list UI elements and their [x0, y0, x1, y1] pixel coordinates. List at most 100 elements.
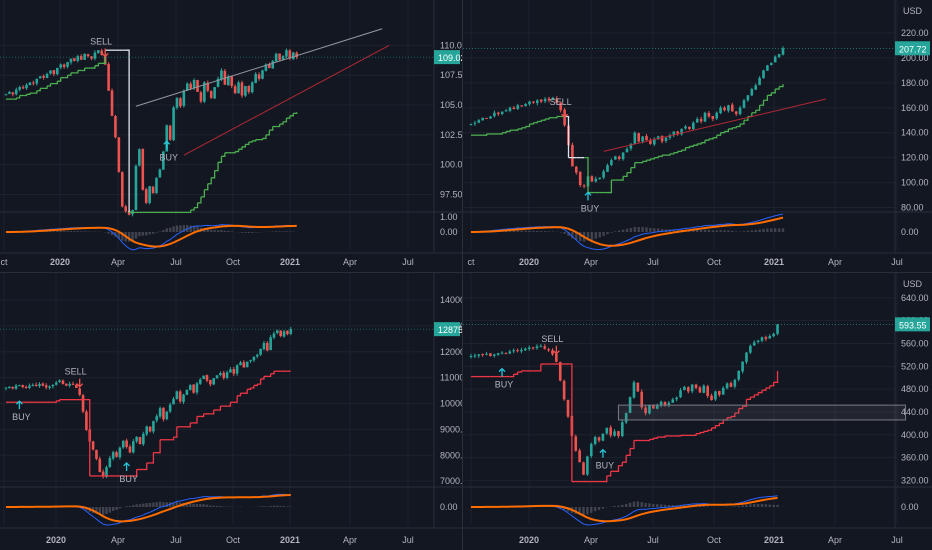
- candle-body: [671, 399, 675, 403]
- candle-body: [90, 56, 93, 59]
- stop-line-segment: [676, 435, 682, 437]
- candle-body: [481, 117, 484, 121]
- candle-body: [28, 385, 31, 388]
- histogram-bar: [640, 502, 643, 507]
- candle-body: [49, 70, 52, 74]
- stop-line-segment: [173, 426, 178, 438]
- chart-panel-top-right[interactable]: SELL BUY USD 220.00 200.00 180.00 160.00 140.00…: [463, 0, 932, 272]
- histogram-bar: [625, 503, 628, 507]
- time-tick-label: Apr: [111, 257, 125, 267]
- chart-svg[interactable]: BUYSELLBUY14000.0013000.0012000.0011000.…: [0, 273, 462, 550]
- stop-line-segment: [218, 156, 223, 163]
- candle-body: [31, 384, 35, 386]
- stop-line-segment: [143, 463, 148, 471]
- price-tick-label: 7000.00: [440, 476, 462, 486]
- candle-body: [660, 135, 664, 142]
- histogram-bar: [247, 232, 251, 234]
- stop-line-segment: [746, 397, 752, 401]
- histogram-bar: [199, 504, 202, 507]
- stop-line-segment: [214, 162, 219, 172]
- candle-body: [118, 447, 122, 458]
- vertical-divider[interactable]: [462, 0, 463, 550]
- time-tick-label: Oct: [707, 535, 722, 545]
- stop-line-segment: [705, 138, 710, 141]
- time-tick-label: 2021: [764, 257, 784, 267]
- histogram-bar: [632, 501, 636, 507]
- candle-body: [668, 135, 672, 138]
- chart-panel-bottom-right[interactable]: BUYSELLBUYUSD640.00600.00560.00520.00480…: [463, 273, 932, 550]
- chart-panel-bottom-left[interactable]: BUYSELLBUY14000.0013000.0012000.0011000.…: [0, 273, 462, 550]
- stop-line-segment: [238, 146, 243, 150]
- histogram-bar: [285, 231, 288, 232]
- grid-lines: [463, 0, 898, 250]
- candle-body: [245, 361, 249, 368]
- candle-body: [240, 82, 244, 96]
- candle-body: [707, 113, 711, 117]
- candle-body: [203, 82, 206, 102]
- histogram-bar: [547, 231, 551, 232]
- candle-body: [158, 169, 162, 178]
- candle-body: [527, 347, 531, 349]
- histogram-bar: [637, 227, 640, 232]
- chart-svg[interactable]: SELL BUY 110.00 107.50 105.00 102.50 100.00 97.…: [0, 0, 462, 272]
- candle-body: [21, 385, 25, 387]
- candle-body: [128, 446, 132, 453]
- histogram-bar: [83, 231, 86, 232]
- candle-body: [11, 386, 14, 389]
- candle-body: [168, 404, 172, 412]
- stop-line-segment: [732, 126, 737, 129]
- stop-line-segment: [536, 364, 542, 372]
- candle-body: [750, 89, 754, 96]
- histogram-bar: [240, 232, 244, 233]
- candle-body: [497, 112, 500, 114]
- candle-body: [8, 386, 11, 388]
- candle-body: [172, 107, 175, 141]
- price-tick-label: 9000.00: [440, 424, 462, 434]
- candle-body: [138, 149, 141, 166]
- candle-body: [266, 342, 269, 351]
- stop-line-segment: [645, 439, 651, 442]
- histogram-bar: [617, 505, 620, 507]
- stop-line-segment: [259, 138, 264, 141]
- candle-body: [249, 360, 252, 362]
- signal-line: [5, 224, 297, 248]
- candle-body: [68, 383, 71, 386]
- sell-arrow-icon: [552, 345, 560, 355]
- histogram-bar: [633, 227, 636, 232]
- horizontal-divider[interactable]: [0, 272, 932, 273]
- candle-body: [8, 91, 11, 94]
- stop-line-segment: [197, 196, 202, 204]
- chart-svg[interactable]: BUYSELLBUYUSD640.00600.00560.00520.00480…: [463, 273, 932, 550]
- stop-line: [471, 363, 779, 483]
- histogram-bar: [107, 232, 110, 234]
- stop-line-segment: [81, 68, 86, 72]
- histogram-bar: [520, 230, 523, 232]
- candle-body: [655, 405, 659, 409]
- stop-line-segment: [681, 147, 687, 151]
- candle-body: [535, 346, 539, 349]
- histogram-bar: [776, 504, 779, 507]
- stop-line-segment: [133, 469, 138, 477]
- stop-line-segment: [728, 127, 733, 130]
- histogram-bar: [741, 505, 744, 507]
- histogram-bar: [764, 504, 768, 507]
- candle-body: [271, 60, 275, 69]
- candle-body: [185, 83, 189, 91]
- histogram-bar: [195, 504, 199, 507]
- histogram-bar: [172, 502, 175, 507]
- price-tick-label: 100.00: [901, 178, 929, 188]
- histogram-bar: [142, 503, 145, 507]
- candle-body: [528, 101, 531, 105]
- price-tick-label: 560.00: [901, 338, 929, 348]
- stop-line-segment: [150, 452, 155, 464]
- chart-panel-top-left[interactable]: SELL BUY 110.00 107.50 105.00 102.50 100.00 97.…: [0, 0, 462, 272]
- candle-body: [261, 70, 264, 79]
- time-tick-label: 2021: [764, 535, 784, 545]
- chart-svg[interactable]: SELL BUY USD 220.00 200.00 180.00 160.00 140.00…: [463, 0, 932, 272]
- candle-body: [182, 394, 185, 402]
- candle-body: [606, 165, 609, 172]
- histogram-bar: [590, 507, 593, 513]
- candle-body: [242, 362, 246, 368]
- histogram-bar: [567, 232, 570, 236]
- histogram-bar: [555, 507, 558, 508]
